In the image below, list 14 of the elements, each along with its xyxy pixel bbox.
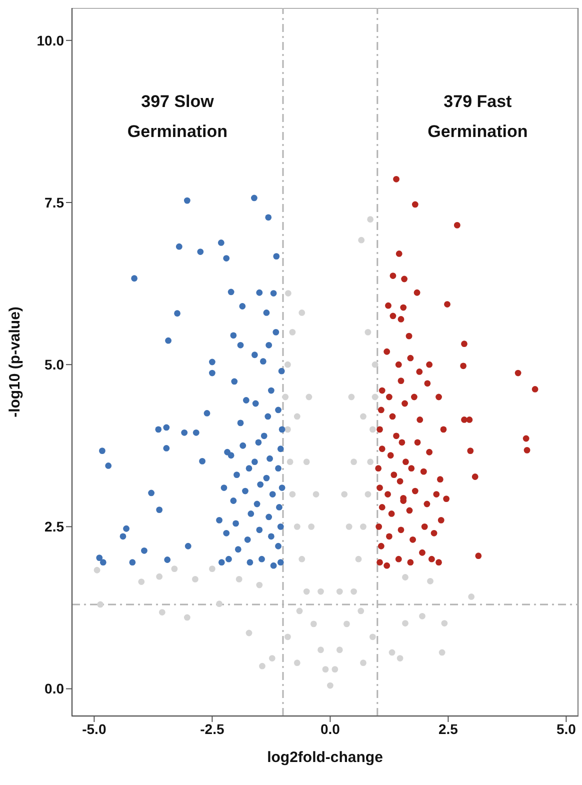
y-tick-label: 5.0 [44, 356, 64, 373]
y-axis-title: -log10 (p-value) [6, 306, 24, 418]
x-tick-label: -5.0 [82, 720, 106, 737]
y-tick-label: 2.5 [44, 518, 64, 535]
annotation: 379 Fast Germination [428, 92, 528, 142]
annotation: 397 Slow Germination [127, 92, 228, 142]
y-tick-label: 10.0 [36, 32, 64, 48]
x-tick-label: 5.0 [556, 720, 576, 737]
x-axis-title: log2fold-change [267, 749, 383, 766]
x-tick-label: 2.5 [438, 720, 458, 737]
x-tick-label: -2.5 [200, 720, 224, 737]
x-tick-label: 0.0 [320, 720, 340, 737]
y-tick-label: 7.5 [44, 194, 64, 210]
y-tick-label: 0.0 [44, 680, 64, 697]
